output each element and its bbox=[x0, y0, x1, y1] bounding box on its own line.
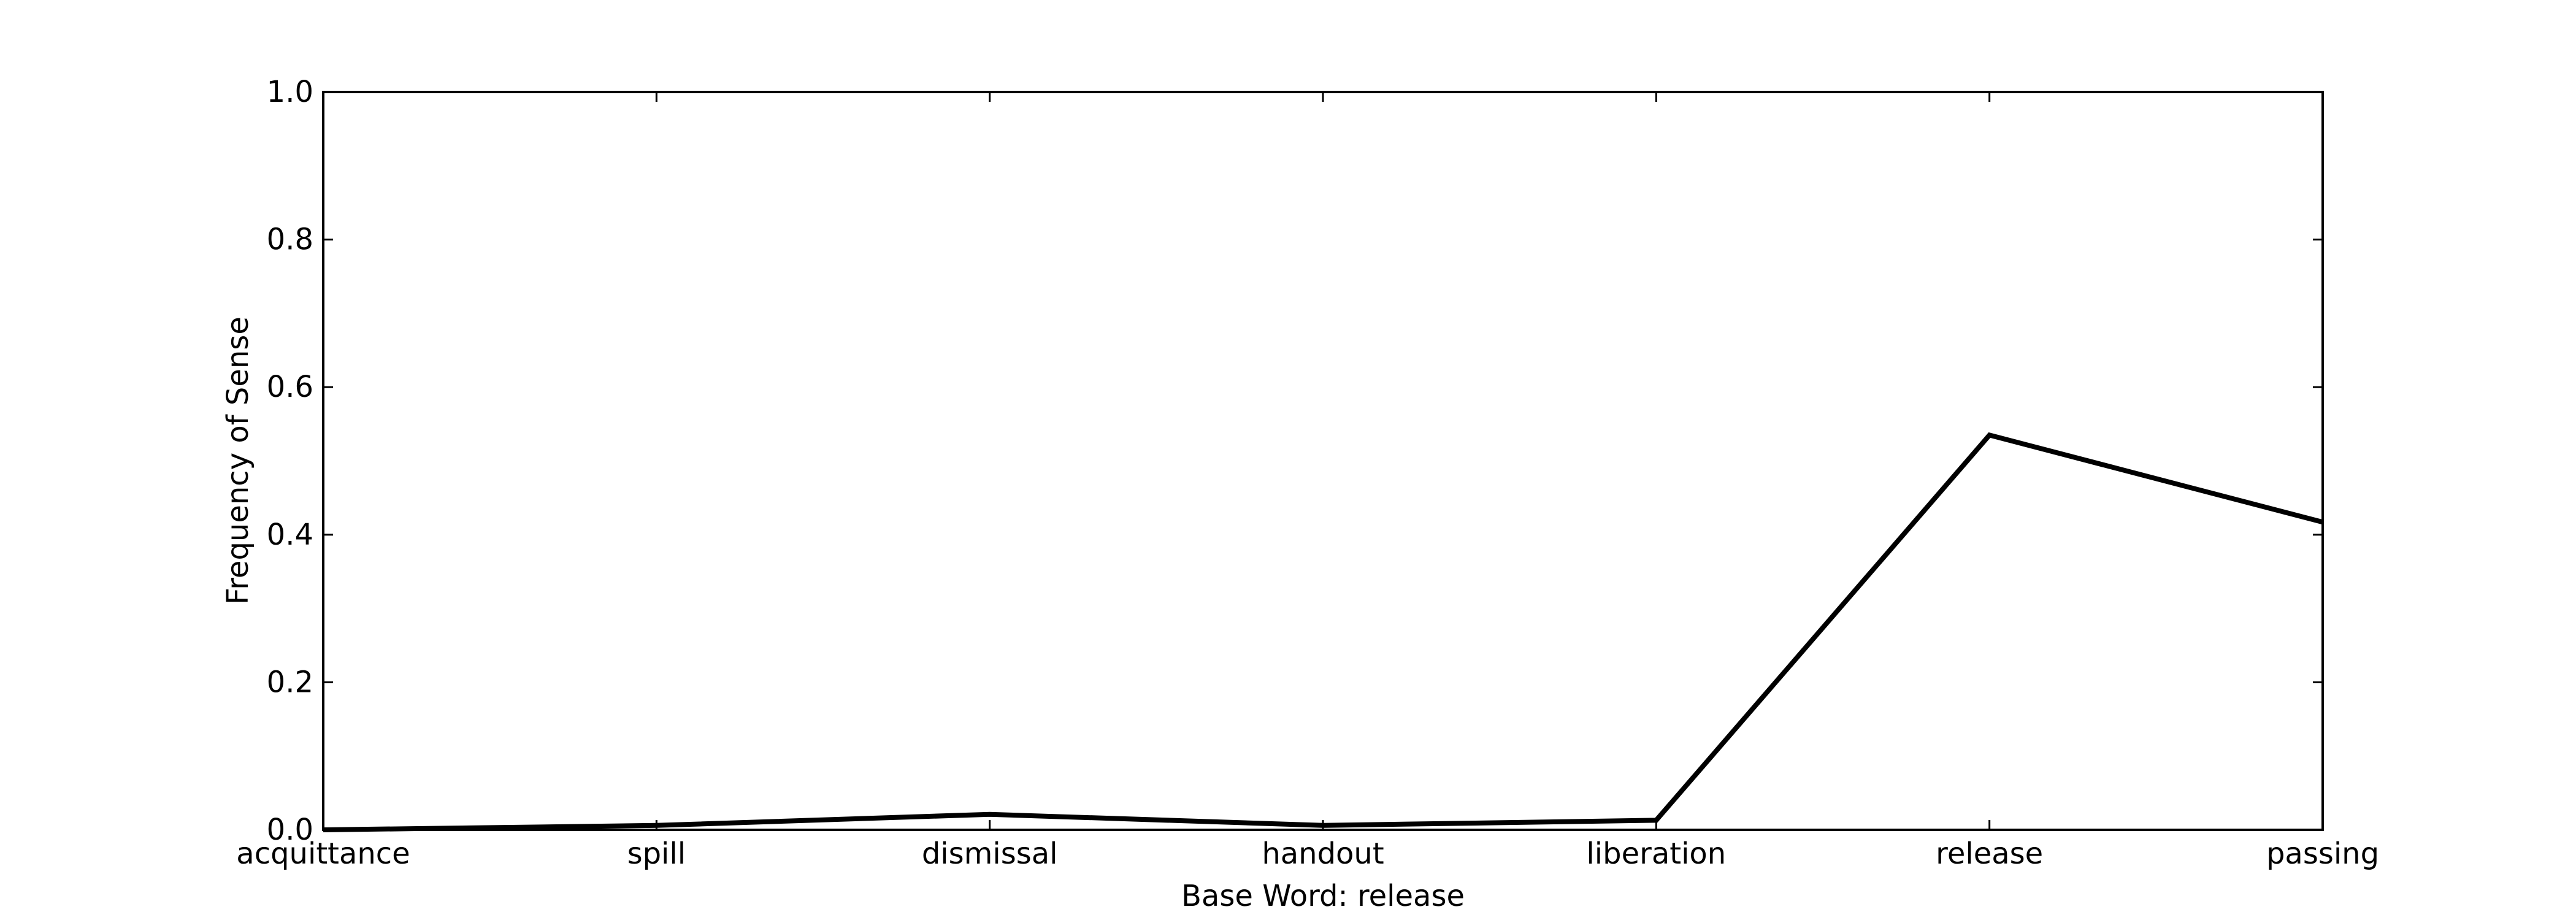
y-tick-label: 0.2 bbox=[267, 665, 313, 699]
y-tick-label: 0.0 bbox=[267, 813, 313, 847]
y-axis-label: Frequency of Sense bbox=[221, 316, 255, 605]
x-axis-label: Base Word: release bbox=[1181, 879, 1465, 913]
x-tick-label: dismissal bbox=[922, 837, 1058, 871]
x-tick-label: passing bbox=[2266, 837, 2379, 871]
x-axis-ticks: acquittance spill dismissal handout liberati… bbox=[236, 92, 2379, 871]
y-tick-label: 0.6 bbox=[267, 370, 313, 404]
series-line bbox=[323, 432, 2324, 832]
x-tick-label: acquittance bbox=[236, 837, 410, 871]
y-tick-label: 0.8 bbox=[267, 223, 313, 257]
x-tick-label: liberation bbox=[1586, 837, 1726, 871]
y-tick-label: 1.0 bbox=[267, 75, 313, 109]
plot-area-frame bbox=[322, 91, 2324, 831]
x-tick-label: release bbox=[1936, 837, 2043, 871]
x-tick-label: spill bbox=[627, 837, 686, 871]
x-tick-label: handout bbox=[1262, 837, 1384, 871]
y-axis-ticks: 0.0 0.2 0.4 0.6 0.8 1.0 bbox=[267, 75, 2323, 847]
y-tick-label: 0.4 bbox=[267, 518, 313, 552]
